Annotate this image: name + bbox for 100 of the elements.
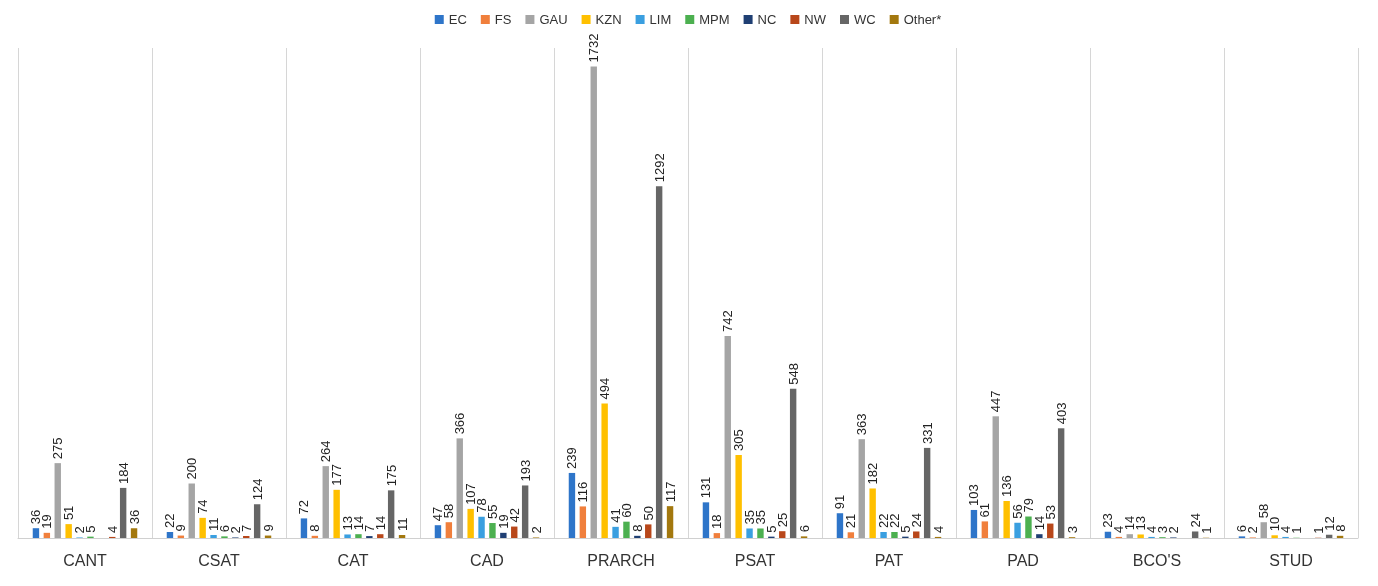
data-label: 548	[785, 363, 801, 385]
bar	[869, 488, 876, 538]
bar	[166, 532, 174, 538]
data-label: 21	[843, 513, 859, 529]
bar	[702, 502, 710, 538]
bar	[1271, 535, 1278, 538]
bar	[489, 523, 496, 538]
bar	[880, 532, 887, 538]
x-tick-label: PAT	[874, 551, 904, 569]
data-label: 1	[1198, 526, 1214, 534]
data-label: 363	[854, 413, 870, 436]
data-label: 24	[1187, 513, 1203, 528]
data-label: 193	[517, 459, 533, 482]
data-label: 275	[50, 437, 66, 460]
legend-label: MPM	[699, 12, 730, 27]
data-label: 184	[115, 462, 131, 484]
data-label: 1292	[651, 153, 667, 183]
x-tick-label: CAD	[470, 551, 504, 569]
data-label: 8	[629, 524, 645, 532]
data-label: 239	[564, 447, 580, 469]
bar	[590, 66, 597, 538]
x-tick-label: PRARCH	[587, 551, 655, 569]
data-label: 200	[184, 457, 200, 480]
data-label: 331	[919, 422, 935, 444]
bar	[377, 534, 384, 538]
bar	[511, 526, 518, 538]
data-label: 51	[61, 505, 77, 521]
data-label: 14	[1031, 515, 1047, 531]
data-label: 182	[865, 462, 881, 485]
legend-label: LIM	[649, 12, 672, 27]
data-label: 3	[1064, 525, 1080, 534]
bar	[467, 508, 474, 538]
bar	[322, 466, 329, 538]
data-label: 403	[1053, 402, 1069, 425]
data-label: 177	[329, 464, 345, 486]
bar	[1036, 534, 1043, 538]
legend-label: FS	[494, 12, 512, 27]
bar	[478, 516, 485, 538]
bar	[119, 487, 127, 538]
data-label: 11	[394, 517, 410, 532]
data-label: 131	[698, 476, 714, 499]
bar	[445, 522, 453, 538]
bar	[891, 532, 898, 538]
bar	[130, 528, 138, 538]
bar	[568, 472, 576, 538]
bar	[970, 509, 978, 538]
bar	[65, 524, 72, 538]
x-tick-label: BCO'S	[1132, 551, 1182, 569]
bar	[253, 504, 261, 538]
data-label: 1	[1310, 526, 1326, 534]
bar	[1003, 500, 1010, 538]
bar	[188, 483, 195, 538]
data-label: 1732	[586, 33, 602, 63]
bar	[746, 528, 753, 538]
bar	[981, 521, 989, 538]
bar	[398, 535, 406, 538]
data-label: 175	[383, 464, 399, 487]
data-label: 58	[441, 503, 457, 519]
bar	[623, 521, 630, 538]
bar	[645, 524, 652, 538]
bar	[199, 517, 206, 538]
data-label: 74	[195, 499, 211, 514]
bar	[1057, 428, 1065, 538]
bar	[612, 526, 619, 538]
data-label: 494	[597, 377, 613, 400]
bar	[1104, 531, 1112, 538]
bar	[355, 534, 362, 538]
bar	[210, 535, 217, 538]
data-label: 58	[1256, 503, 1272, 519]
bar	[634, 535, 641, 538]
bar	[713, 533, 721, 538]
data-label: 136	[999, 475, 1015, 497]
bar	[779, 531, 786, 538]
bar	[789, 388, 797, 538]
bar	[655, 186, 663, 538]
bar	[601, 403, 608, 538]
data-label: 4	[930, 525, 946, 533]
bar	[1047, 523, 1054, 538]
bar	[923, 447, 931, 538]
data-label: 23	[1100, 513, 1116, 528]
legend-label: WC	[854, 12, 876, 27]
data-label: 72	[296, 499, 312, 515]
bar	[1014, 522, 1021, 538]
data-label: 36	[126, 509, 142, 525]
bar	[913, 531, 920, 538]
data-label: 19	[39, 514, 55, 529]
bar	[724, 336, 731, 538]
bar	[847, 532, 855, 538]
bar	[434, 525, 442, 538]
x-tick-label: CAT	[337, 551, 369, 569]
x-tick-label: CANT	[63, 551, 107, 569]
data-label: 124	[249, 478, 265, 501]
legend-label: EC	[448, 12, 467, 27]
bar	[836, 513, 844, 538]
legend-label: NC	[757, 12, 777, 27]
bar	[666, 506, 674, 538]
bar	[344, 534, 351, 538]
data-label: 305	[731, 429, 747, 451]
bar	[521, 485, 529, 538]
data-label: 4	[104, 525, 120, 533]
